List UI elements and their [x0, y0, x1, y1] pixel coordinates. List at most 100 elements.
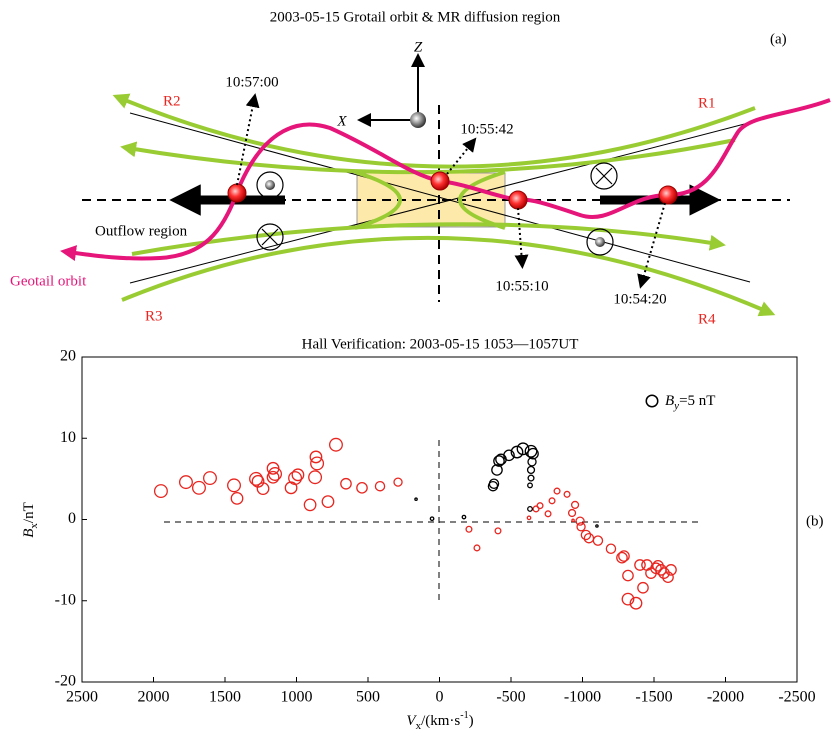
- diagram-title: 2003-05-15 Grotail orbit & MR diffusion …: [270, 9, 561, 25]
- point: [527, 474, 535, 482]
- point: [576, 522, 586, 532]
- point: [658, 567, 670, 579]
- y-axis-label: Bx/nT: [21, 502, 39, 538]
- time-label: 10:57:00: [225, 74, 278, 90]
- point: [634, 559, 646, 571]
- point: [575, 516, 585, 526]
- diagram: 2003-05-15 Grotail orbit & MR diffusion …: [10, 9, 831, 327]
- point: [328, 437, 343, 452]
- point: [488, 478, 500, 489]
- point: [266, 470, 280, 484]
- x-tick-label: 500: [356, 689, 380, 706]
- panel-label: (b): [806, 513, 824, 529]
- point: [310, 456, 325, 471]
- x-tick-label: -2000: [707, 689, 744, 706]
- point: [544, 510, 552, 518]
- x-axis-label: Vx/(km·s-1): [406, 710, 473, 731]
- point: [662, 571, 674, 584]
- point: [284, 481, 298, 495]
- point: [429, 516, 435, 522]
- z-label: Z: [414, 39, 423, 55]
- pointer: [637, 202, 666, 289]
- point: [629, 596, 643, 610]
- orbit: [60, 98, 831, 262]
- x-tick-label: -500: [496, 689, 525, 706]
- in-cross: [261, 228, 279, 246]
- x-label: X: [336, 113, 347, 129]
- point: [553, 487, 561, 495]
- region-label: R2: [163, 93, 181, 109]
- point: [356, 481, 368, 494]
- point: [374, 480, 386, 492]
- point: [616, 551, 628, 564]
- in-symbol: [256, 223, 284, 251]
- point: [249, 471, 264, 486]
- x-tick-label: -1500: [635, 689, 672, 706]
- y-tick-label: 20: [60, 348, 76, 365]
- out-dot: [265, 180, 275, 190]
- point: [203, 471, 217, 486]
- point: [503, 449, 515, 462]
- point: [340, 477, 352, 490]
- point: [227, 478, 241, 493]
- point: [526, 515, 532, 521]
- x-tick-label: -2500: [778, 689, 815, 706]
- out-symbol: [586, 228, 614, 256]
- point: [393, 477, 403, 487]
- point: [465, 525, 473, 533]
- point: [527, 447, 539, 460]
- point: [527, 505, 533, 512]
- point: [309, 450, 323, 464]
- point: [527, 482, 533, 489]
- y-tick-label: -10: [55, 591, 76, 608]
- position: [658, 185, 678, 205]
- point: [491, 464, 503, 476]
- legend-part: =5 nT: [679, 393, 715, 409]
- legend-label: By=5 nT: [665, 393, 715, 411]
- point: [303, 498, 317, 512]
- x-tick-label: 1500: [209, 689, 241, 706]
- point: [571, 518, 575, 523]
- point: [592, 535, 604, 546]
- pointer: [446, 137, 477, 175]
- point: [637, 581, 649, 594]
- point: [321, 495, 335, 509]
- point: [493, 455, 505, 467]
- origin: [410, 112, 426, 128]
- in-cross: [595, 167, 613, 185]
- time-pointers: [236, 93, 666, 289]
- point: [622, 569, 634, 582]
- field-line: [120, 138, 736, 175]
- time-label: 10:55:42: [460, 121, 513, 137]
- point: [595, 524, 599, 528]
- x-label-part: x: [416, 720, 422, 732]
- point: [473, 544, 481, 552]
- y-tick-label: 10: [60, 429, 76, 446]
- region-label: R3: [145, 308, 163, 324]
- position: [508, 190, 528, 210]
- field-line: [458, 170, 506, 230]
- point: [256, 482, 270, 496]
- point: [308, 470, 323, 485]
- point: [524, 444, 538, 458]
- point: [230, 491, 244, 505]
- time-label: 10:55:10: [495, 278, 548, 294]
- y-label-part: /nT: [21, 502, 37, 523]
- legend-marker: [645, 394, 659, 408]
- y-tick-label: -20: [55, 673, 76, 690]
- point: [621, 592, 635, 606]
- point: [665, 564, 677, 576]
- point: [516, 442, 530, 456]
- point: [605, 543, 617, 555]
- field-line: [112, 93, 756, 169]
- out-dot: [595, 237, 605, 247]
- separatrix: [129, 119, 761, 284]
- chart: Hall Verification: 2003-05-15 1053—1057U…: [21, 336, 823, 731]
- field-line: [131, 222, 726, 256]
- pointer: [514, 207, 529, 269]
- x-label-part: -1: [460, 710, 468, 721]
- point: [461, 514, 467, 520]
- point: [567, 508, 577, 518]
- x-tick-label: -1000: [564, 689, 601, 706]
